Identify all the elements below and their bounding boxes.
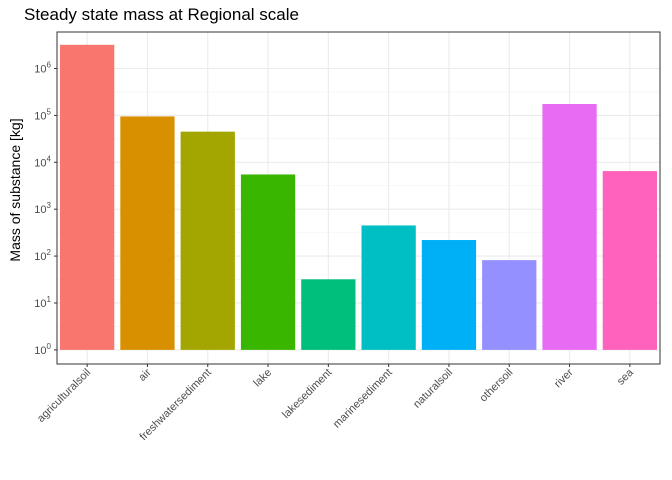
bar-naturalsoil	[421, 240, 477, 350]
bar-agriculturalsoil	[60, 44, 115, 350]
bar-air	[120, 116, 175, 350]
bar-othersoil	[482, 260, 537, 350]
x-tick-label: naturalsoil	[411, 367, 455, 411]
x-tick-label: sea	[615, 366, 637, 388]
y-tick-label: 104	[34, 154, 51, 169]
bar-lake	[240, 174, 296, 350]
bar-freshwatersediment	[180, 131, 235, 350]
bar-marinesediment	[361, 225, 416, 350]
x-tick-label: river	[552, 366, 576, 390]
y-tick-label: 106	[34, 60, 51, 75]
plot-area: 100 101 102 103 104 105 106 agriculturalsoil air…	[34, 31, 661, 443]
panel-border	[56, 31, 661, 365]
y-tick-label: 103	[34, 201, 51, 216]
x-tick-label: lake	[251, 367, 274, 390]
y-tick-label: 101	[34, 295, 51, 310]
bar-river	[542, 103, 597, 350]
y-tick-label: 100	[34, 342, 51, 357]
x-tick-label: marinesediment	[331, 367, 395, 431]
x-tick-label: lakesediment	[280, 367, 334, 421]
x-tick-label: air	[136, 366, 153, 383]
bar-lakesediment	[301, 279, 356, 350]
bar-sea	[602, 171, 657, 350]
chart-title: Steady state mass at Regional scale	[24, 5, 299, 24]
x-tick-label: othersoil	[477, 367, 515, 405]
y-tick-label: 102	[34, 248, 51, 263]
y-tick-label: 105	[34, 107, 51, 122]
x-tick-label: agriculturalsoil	[35, 367, 93, 425]
y-axis-title: Mass of substance [kg]	[7, 118, 23, 261]
